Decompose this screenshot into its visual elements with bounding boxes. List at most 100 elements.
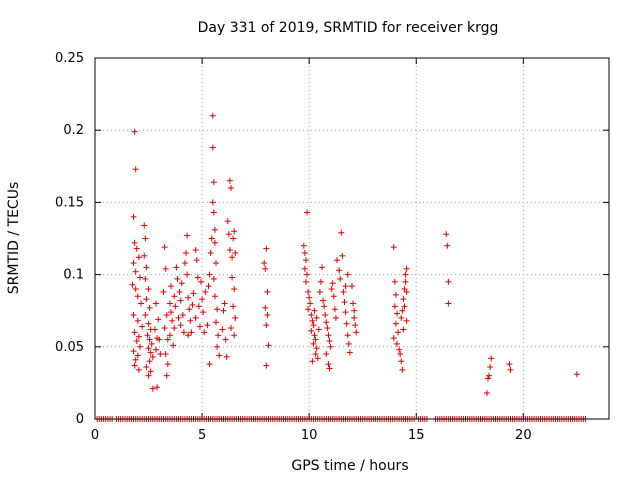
data-point <box>132 268 139 275</box>
data-point <box>146 358 153 365</box>
data-point <box>232 314 239 321</box>
data-point <box>153 300 160 307</box>
grid <box>95 58 609 419</box>
data-point <box>198 278 205 285</box>
data-point <box>130 312 137 319</box>
data-point <box>229 274 236 281</box>
data-point <box>170 342 177 349</box>
data-point <box>131 239 138 246</box>
data-point <box>162 351 169 358</box>
data-point <box>391 278 398 285</box>
data-point <box>146 336 153 343</box>
data-point <box>155 316 162 323</box>
data-point <box>231 332 238 339</box>
data-point <box>322 312 329 319</box>
data-point <box>323 351 330 358</box>
data-point <box>171 325 178 332</box>
data-point <box>310 340 317 347</box>
data-point <box>340 288 347 295</box>
data-point <box>486 372 493 379</box>
data-point <box>222 336 229 343</box>
data-point <box>301 249 308 256</box>
data-point <box>162 265 169 272</box>
data-point <box>216 352 223 359</box>
data-point <box>326 365 333 372</box>
data-point <box>352 322 359 329</box>
data-point <box>315 326 322 333</box>
data-point <box>134 317 141 324</box>
data-point <box>338 229 345 236</box>
data-point <box>142 275 149 282</box>
data-point <box>192 247 199 254</box>
data-point <box>312 336 319 343</box>
y-tick-label: 0.1 <box>63 268 84 283</box>
data-point <box>183 249 190 256</box>
x-tick-label: 0 <box>91 428 99 443</box>
data-point <box>393 340 400 347</box>
data-point <box>302 278 309 285</box>
data-point <box>149 385 156 392</box>
data-point <box>325 361 332 368</box>
data-point <box>398 314 405 321</box>
data-point <box>206 271 213 278</box>
data-point <box>195 303 202 310</box>
data-point <box>484 375 491 382</box>
data-point <box>168 309 175 316</box>
data-point <box>171 293 178 300</box>
data-point <box>145 320 152 327</box>
data-point <box>305 288 312 295</box>
data-point <box>145 286 152 293</box>
data-point <box>226 247 233 254</box>
data-point <box>324 325 331 332</box>
data-point <box>393 310 400 317</box>
data-point <box>143 296 150 303</box>
data-point <box>329 280 336 287</box>
data-point <box>316 288 323 295</box>
data-point <box>189 301 196 308</box>
data-point <box>403 288 410 295</box>
data-point <box>311 307 318 314</box>
data-point <box>573 371 580 378</box>
data-point <box>149 353 156 360</box>
data-point <box>229 254 236 261</box>
data-point <box>136 343 143 350</box>
data-point <box>135 254 142 261</box>
data-point <box>313 345 320 352</box>
data-point <box>166 332 173 339</box>
data-point <box>320 297 327 304</box>
data-point <box>173 264 180 271</box>
data-point <box>314 355 321 362</box>
x-tick-label: 5 <box>198 428 206 443</box>
data-point <box>141 252 148 259</box>
data-point <box>156 336 163 343</box>
data-point <box>154 384 161 391</box>
data-point <box>130 348 137 355</box>
data-point <box>391 303 398 310</box>
data-point <box>181 260 188 267</box>
data-point <box>178 280 185 287</box>
data-point <box>153 346 160 353</box>
data-point <box>402 271 409 278</box>
y-axis-label: SRMTID / TECUs <box>6 182 22 295</box>
data-point <box>483 390 490 397</box>
data-point <box>262 265 269 272</box>
data-point <box>214 343 221 350</box>
data-point <box>311 332 318 339</box>
data-point <box>180 329 187 336</box>
data-point <box>395 329 402 336</box>
data-point <box>302 257 309 264</box>
data-point <box>177 322 184 329</box>
data-point <box>323 319 330 326</box>
data-point <box>169 317 176 324</box>
data-point <box>334 257 341 264</box>
data-point <box>343 320 350 327</box>
data-point <box>400 296 407 303</box>
data-point <box>188 329 195 336</box>
data-point <box>185 332 192 339</box>
data-point <box>344 271 351 278</box>
data-point <box>443 231 450 238</box>
data-point <box>351 314 358 321</box>
data-point <box>135 333 142 340</box>
data-point <box>208 235 215 242</box>
